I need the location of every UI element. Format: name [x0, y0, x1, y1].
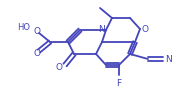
Text: O: O [33, 48, 40, 58]
Text: O: O [55, 62, 62, 71]
Text: O: O [141, 25, 148, 33]
Text: N: N [98, 26, 105, 35]
Text: O: O [33, 26, 40, 36]
Text: HO: HO [17, 23, 30, 32]
Text: F: F [116, 79, 122, 88]
Text: N: N [165, 55, 172, 64]
